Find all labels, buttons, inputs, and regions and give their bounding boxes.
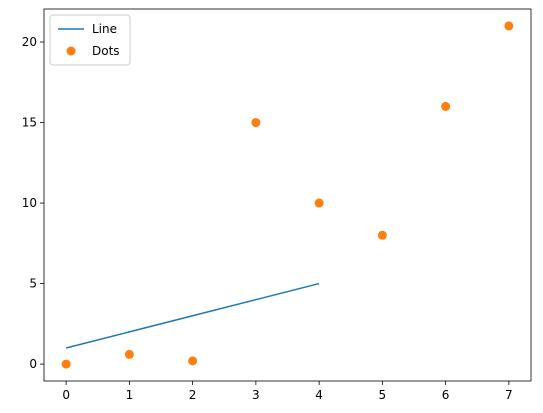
x-tick-label: 1 [126, 388, 134, 402]
series-point-dots [61, 359, 71, 369]
legend-label: Dots [92, 44, 120, 58]
y-tick-label: 20 [22, 35, 37, 49]
series-point-dots [188, 356, 198, 366]
series-line-line [65, 282, 320, 349]
series-point-dots [441, 101, 451, 111]
y-tick-label: 15 [22, 116, 37, 130]
x-tick-label: 3 [252, 388, 260, 402]
series-point-dots [124, 349, 134, 359]
series-point-dots [251, 118, 261, 128]
legend-label: Line [92, 22, 117, 36]
x-tick-label: 4 [315, 388, 323, 402]
plot-area: 0 1 2 3 4 5 6 7 0 5 10 15 20 Line Dots [22, 8, 532, 402]
x-tick-label: 6 [442, 388, 450, 402]
y-tick-label: 10 [22, 196, 37, 210]
series-point-dots [377, 230, 387, 240]
y-tick-label: 5 [29, 277, 37, 291]
legend-dot-swatch [66, 46, 76, 56]
series-point-dots [314, 198, 324, 208]
x-tick-label: 0 [62, 388, 70, 402]
y-tick-label: 0 [29, 357, 37, 371]
axes-frame [43, 8, 532, 382]
x-tick-label: 2 [189, 388, 197, 402]
series-point-dots [504, 21, 514, 31]
x-tick-label: 7 [505, 388, 513, 402]
x-tick-label: 5 [379, 388, 387, 402]
